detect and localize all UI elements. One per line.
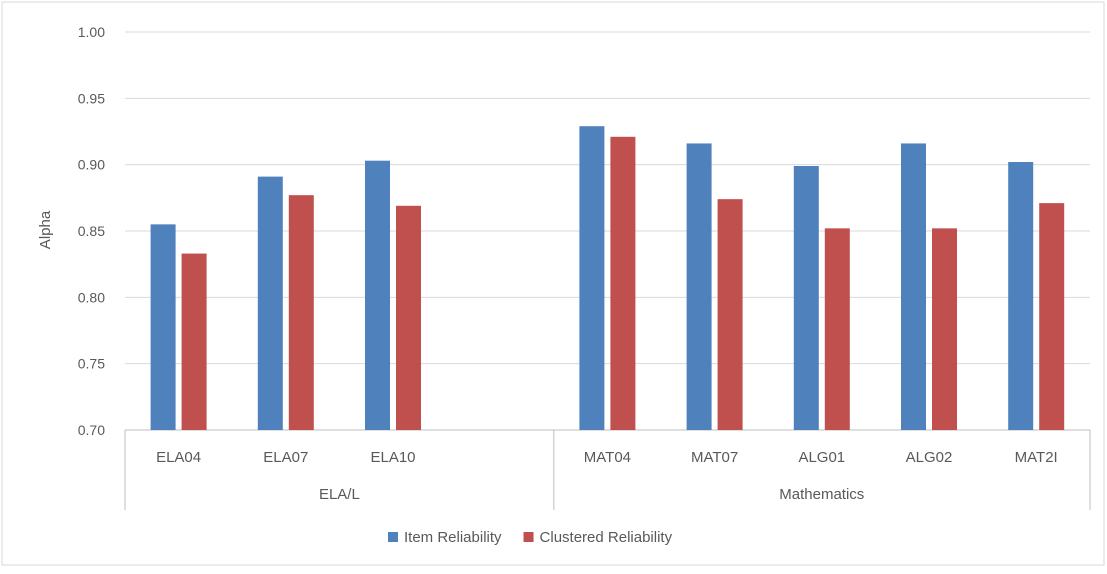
bar-clustered-reliability-mat2i — [1039, 203, 1065, 430]
gridlines — [125, 31, 1090, 431]
x-tick-label: ELA10 — [370, 449, 415, 466]
bar-clustered-reliability-alg02 — [932, 228, 957, 430]
bar-item-reliability-alg02 — [901, 143, 926, 430]
y-tick-label: 0.85 — [78, 223, 105, 239]
y-tick-label: 0.70 — [78, 422, 105, 438]
x-tick-label: MAT07 — [691, 449, 738, 466]
y-tick-label: 0.80 — [78, 289, 105, 305]
bar-item-reliability-ela04 — [150, 224, 176, 430]
bar-item-reliability-alg01 — [793, 165, 819, 430]
x-group-label: Mathematics — [779, 486, 864, 503]
bar-item-reliability-mat07 — [686, 143, 712, 430]
x-tick-label: ALG01 — [798, 449, 845, 466]
x-tick-label: MAT2I — [1015, 449, 1058, 466]
y-tick-label: 0.90 — [78, 157, 105, 173]
bar-item-reliability-mat2i — [1008, 162, 1034, 430]
bar-item-reliability-mat04 — [579, 126, 605, 431]
legend-label: Clustered Reliability — [540, 529, 673, 546]
y-tick-label: 1.00 — [78, 24, 105, 40]
x-group-label: ELA/L — [319, 486, 360, 503]
x-axis: ELA04 ELA07 ELA10 MAT04 MAT07 ALG01 ALG02 MAT2I… — [124, 430, 1091, 510]
bar-clustered-reliability-alg01 — [824, 228, 850, 430]
bars — [150, 126, 1065, 431]
y-tick-label: 0.75 — [78, 356, 105, 372]
y-axis-label: Alpha — [37, 210, 54, 249]
y-tick-label: 0.95 — [78, 90, 105, 106]
bar-clustered-reliability-ela10 — [396, 205, 421, 430]
bar-item-reliability-ela07 — [257, 176, 283, 430]
legend: Item Reliability Clustered Reliability — [388, 529, 673, 546]
x-tick-label: ALG02 — [906, 449, 953, 466]
legend-swatch — [523, 532, 534, 542]
x-tick-label: ELA07 — [263, 449, 308, 466]
x-tick-label: MAT04 — [584, 449, 631, 466]
x-tick-label: ELA04 — [156, 449, 201, 466]
bar-clustered-reliability-ela04 — [181, 253, 207, 430]
bar-item-reliability-ela10 — [365, 160, 390, 431]
legend-label: Item Reliability — [404, 529, 502, 546]
bar-clustered-reliability-mat07 — [717, 199, 743, 430]
bar-clustered-reliability-ela07 — [288, 195, 314, 430]
bar-clustered-reliability-mat04 — [610, 136, 636, 430]
y-tick-labels: 0.70 0.75 0.80 0.85 0.90 0.95 1.00 — [78, 24, 105, 438]
legend-swatch — [388, 532, 398, 542]
